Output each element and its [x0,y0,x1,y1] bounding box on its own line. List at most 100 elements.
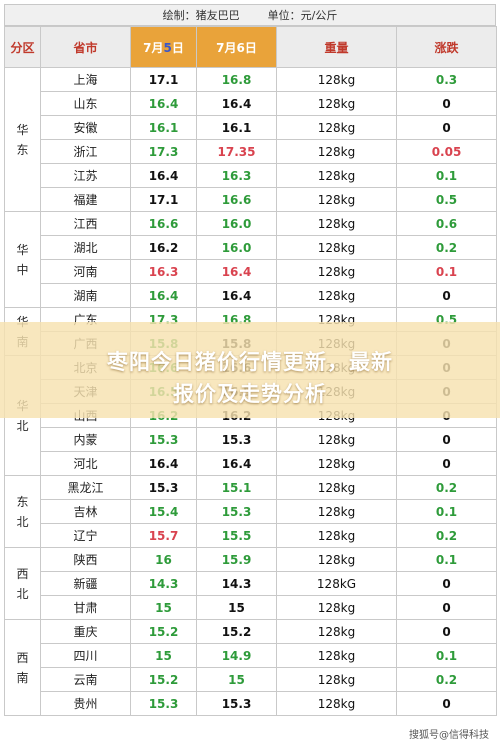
price-date-1-cell: 16 [130,547,197,572]
price-date-2-cell: 16.4 [196,91,277,116]
change-cell: 0.2 [396,235,497,260]
province-cell: 安徽 [40,115,131,140]
region-char: 北 [16,418,29,433]
weight-cell: 128kg [276,235,397,260]
region-char: 北 [16,586,29,601]
province-cell: 吉林 [40,499,131,524]
region-cell: 东北 [4,475,41,548]
price-date-2-cell: 16.8 [196,67,277,92]
weight-cell: 128kg [276,163,397,188]
table-row: 华东上海 17.1 16.8 128kg 0.3 [4,67,497,212]
change-cell: 0.1 [396,163,497,188]
price-date-1-cell: 16.4 [130,451,197,476]
region-cell: 西南 [4,619,41,716]
header-province: 省市 [40,26,131,68]
weight-cell: 128kg [276,67,397,92]
weight-cell: 128kg [276,547,397,572]
header-weight: 重量 [276,26,397,68]
change-cell: 0 [396,619,497,644]
price-date-1-cell: 15.4 [130,499,197,524]
change-cell: 0.05 [396,139,497,164]
table-row: 福建 17.1 16.6 128kg 0.5 [5,187,497,212]
price-date-2-cell: 14.9 [196,643,277,668]
header-date-1: 7月5日 [130,26,197,68]
price-date-1-cell: 15 [130,643,197,668]
province-cell: 黑龙江 [40,475,131,500]
province-cell: 辽宁 [40,523,131,548]
province-cell: 重庆 [40,619,131,644]
table-row: 甘肃 15 15 128kg 0 [5,595,497,620]
weight-cell: 128kg [276,115,397,140]
region-char: 东 [16,142,29,157]
province-cell: 贵州 [40,691,131,716]
province-cell: 新疆 [40,571,131,596]
weight-cell: 128kg [276,523,397,548]
weight-cell: 128kg [276,259,397,284]
weight-cell: 128kg [276,643,397,668]
change-cell: 0 [396,283,497,308]
table-row: 内蒙 15.3 15.3 128kg 0 [5,427,497,452]
province-cell: 上海 [40,67,131,92]
province-cell: 福建 [40,187,131,212]
price-date-2-cell: 16.6 [196,187,277,212]
change-cell: 0.1 [396,547,497,572]
region-char: 华 [16,122,29,137]
header-date-2: 7月6日 [196,26,277,68]
change-cell: 0.3 [396,67,497,92]
price-date-1-cell: 14.3 [130,571,197,596]
price-date-1-cell: 17.1 [130,67,197,92]
price-date-1-cell: 15.3 [130,691,197,716]
price-date-1-cell: 16.1 [130,115,197,140]
province-cell: 湖北 [40,235,131,260]
price-date-1-cell: 16.4 [130,91,197,116]
table-row: 安徽 16.1 16.1 128kg 0 [5,115,497,140]
weight-cell: 128kg [276,595,397,620]
caption-maker: 绘制：猪友巴巴 [162,9,240,22]
table-row: 四川 15 14.9 128kg 0.1 [5,643,497,668]
price-date-1-cell: 15.3 [130,427,197,452]
price-date-2-cell: 15 [196,667,277,692]
change-cell: 0.2 [396,667,497,692]
province-cell: 江西 [40,211,131,236]
table-row: 浙江 17.3 17.35 128kg 0.05 [5,139,497,164]
price-date-1-cell: 16.2 [130,235,197,260]
table-row: 云南 15.2 15 128kg 0.2 [5,667,497,692]
headline-line-1: 枣阳今日猪价行情更新，最新 [107,350,393,374]
province-cell: 江苏 [40,163,131,188]
watermark: 搜狐号@信得科技 [406,725,492,742]
change-cell: 0 [396,451,497,476]
price-date-1-cell: 15.2 [130,667,197,692]
caption-unit: 单位：元/公斤 [267,9,338,22]
price-date-1-cell: 17.1 [130,187,197,212]
change-cell: 0.1 [396,643,497,668]
table-row: 湖南 16.4 16.4 128kg 0 [5,283,497,308]
region-char: 西 [16,650,29,665]
province-cell: 浙江 [40,139,131,164]
change-cell: 0 [396,595,497,620]
price-date-2-cell: 16.4 [196,451,277,476]
price-date-2-cell: 16.3 [196,163,277,188]
headline-line-2: 报价及走势分析 [173,382,327,406]
weight-cell: 128kg [276,499,397,524]
header-date-1-day: 5 [163,40,172,55]
price-date-2-cell: 16.1 [196,115,277,140]
price-date-1-cell: 17.3 [130,139,197,164]
weight-cell: 128kg [276,451,397,476]
region-char: 东 [16,494,29,509]
table-row: 西南重庆 15.2 15.2 128kg 0 [4,619,497,716]
province-cell: 四川 [40,643,131,668]
region-char: 中 [16,262,29,277]
price-date-1-cell: 16.3 [130,259,197,284]
change-cell: 0.2 [396,523,497,548]
weight-cell: 128kg [276,667,397,692]
weight-cell: 128kg [276,283,397,308]
headline-banner: 枣阳今日猪价行情更新，最新 报价及走势分析 [0,322,500,418]
weight-cell: 128kG [276,571,397,596]
table-row: 江苏 16.4 16.3 128kg 0.1 [5,163,497,188]
header-change: 涨跌 [396,26,497,68]
price-date-1-cell: 15 [130,595,197,620]
change-cell: 0.1 [396,499,497,524]
province-cell: 甘肃 [40,595,131,620]
weight-cell: 128kg [276,187,397,212]
